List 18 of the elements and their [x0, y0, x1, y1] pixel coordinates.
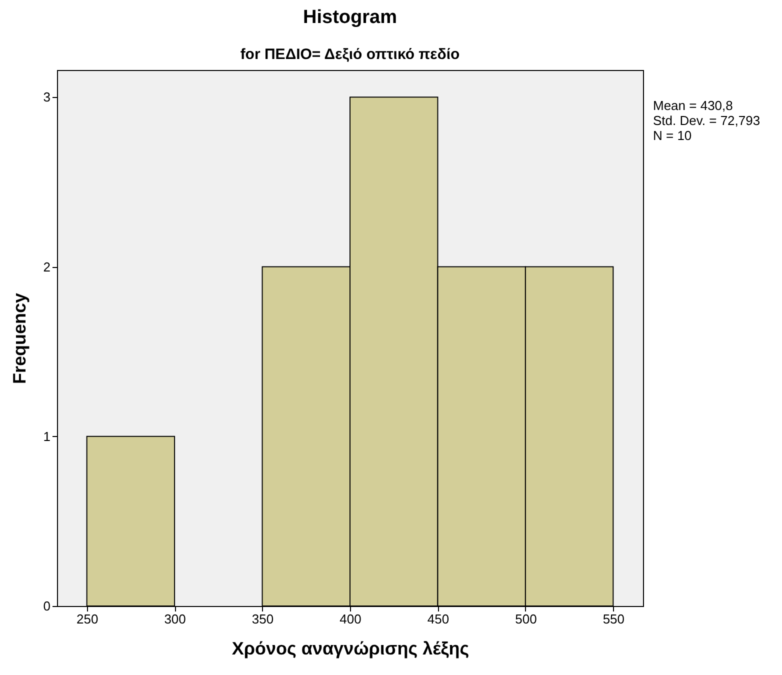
x-tick-label: 400	[340, 612, 362, 626]
y-tick-label: 3	[43, 90, 50, 105]
chart-subtitle: for ΠΕΔΙΟ= Δεξιό οπτικό πεδίο	[240, 46, 460, 63]
y-axis-title: Frequency	[9, 292, 30, 384]
x-axis-title: Χρόνος αναγνώρισης λέξης	[232, 638, 470, 658]
x-tick-label: 550	[602, 612, 625, 626]
x-tick-label: 300	[164, 612, 186, 626]
x-tick-label: 250	[76, 612, 98, 626]
y-tick-label: 0	[43, 598, 50, 614]
x-tick-label: 450	[427, 612, 450, 626]
y-tick-label: 2	[43, 259, 50, 274]
x-tick-label: 500	[515, 612, 537, 626]
chart-title: Histogram	[303, 7, 397, 28]
text: N = 10	[653, 128, 693, 143]
y-tick-label: 1	[43, 428, 50, 444]
text: Mean = 430,8	[653, 98, 734, 113]
x-tick-label: 350	[252, 612, 274, 626]
text: Std. Dev. = 72,793	[653, 113, 760, 128]
